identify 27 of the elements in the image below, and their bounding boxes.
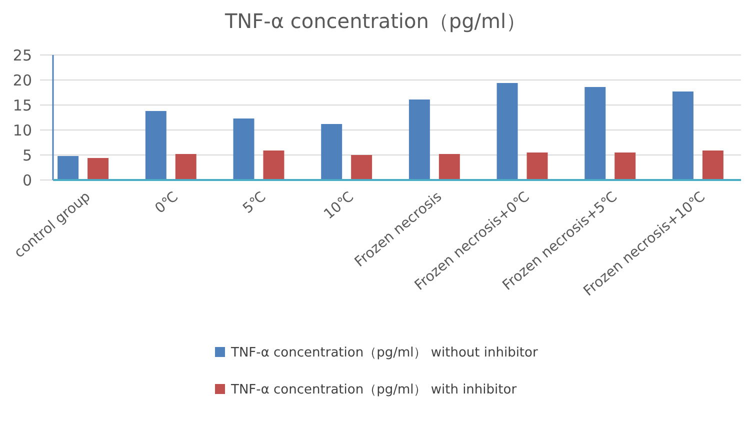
bar [672,92,694,180]
bar [145,111,166,180]
y-tick-label: 20 [12,71,32,90]
chart-title: TNF-α concentration（pg/ml） [224,9,526,33]
y-tick-label: 5 [22,146,32,164]
bar [175,154,196,180]
bar [351,155,372,180]
bar [702,150,724,180]
legend-label: TNF-α concentration（pg/ml） with inhibitor [230,382,518,398]
x-tick-label: 5℃ [240,188,270,217]
bar [496,83,518,180]
legend-label: TNF-α concentration（pg/ml） without inhibitor [230,346,538,361]
y-tick-label: 25 [12,46,32,64]
bar [233,118,254,180]
bar [408,100,430,180]
y-tick-label: 0 [22,171,32,190]
bar [438,154,460,180]
bar [614,152,636,180]
y-tick-label: 15 [12,96,32,114]
bar [526,152,548,180]
y-tick-label: 10 [12,121,32,140]
x-tick-label: 0℃ [152,188,182,217]
bar [88,158,109,180]
bar [58,156,79,180]
bar [321,124,342,180]
bar [584,87,606,180]
bar [263,150,284,180]
